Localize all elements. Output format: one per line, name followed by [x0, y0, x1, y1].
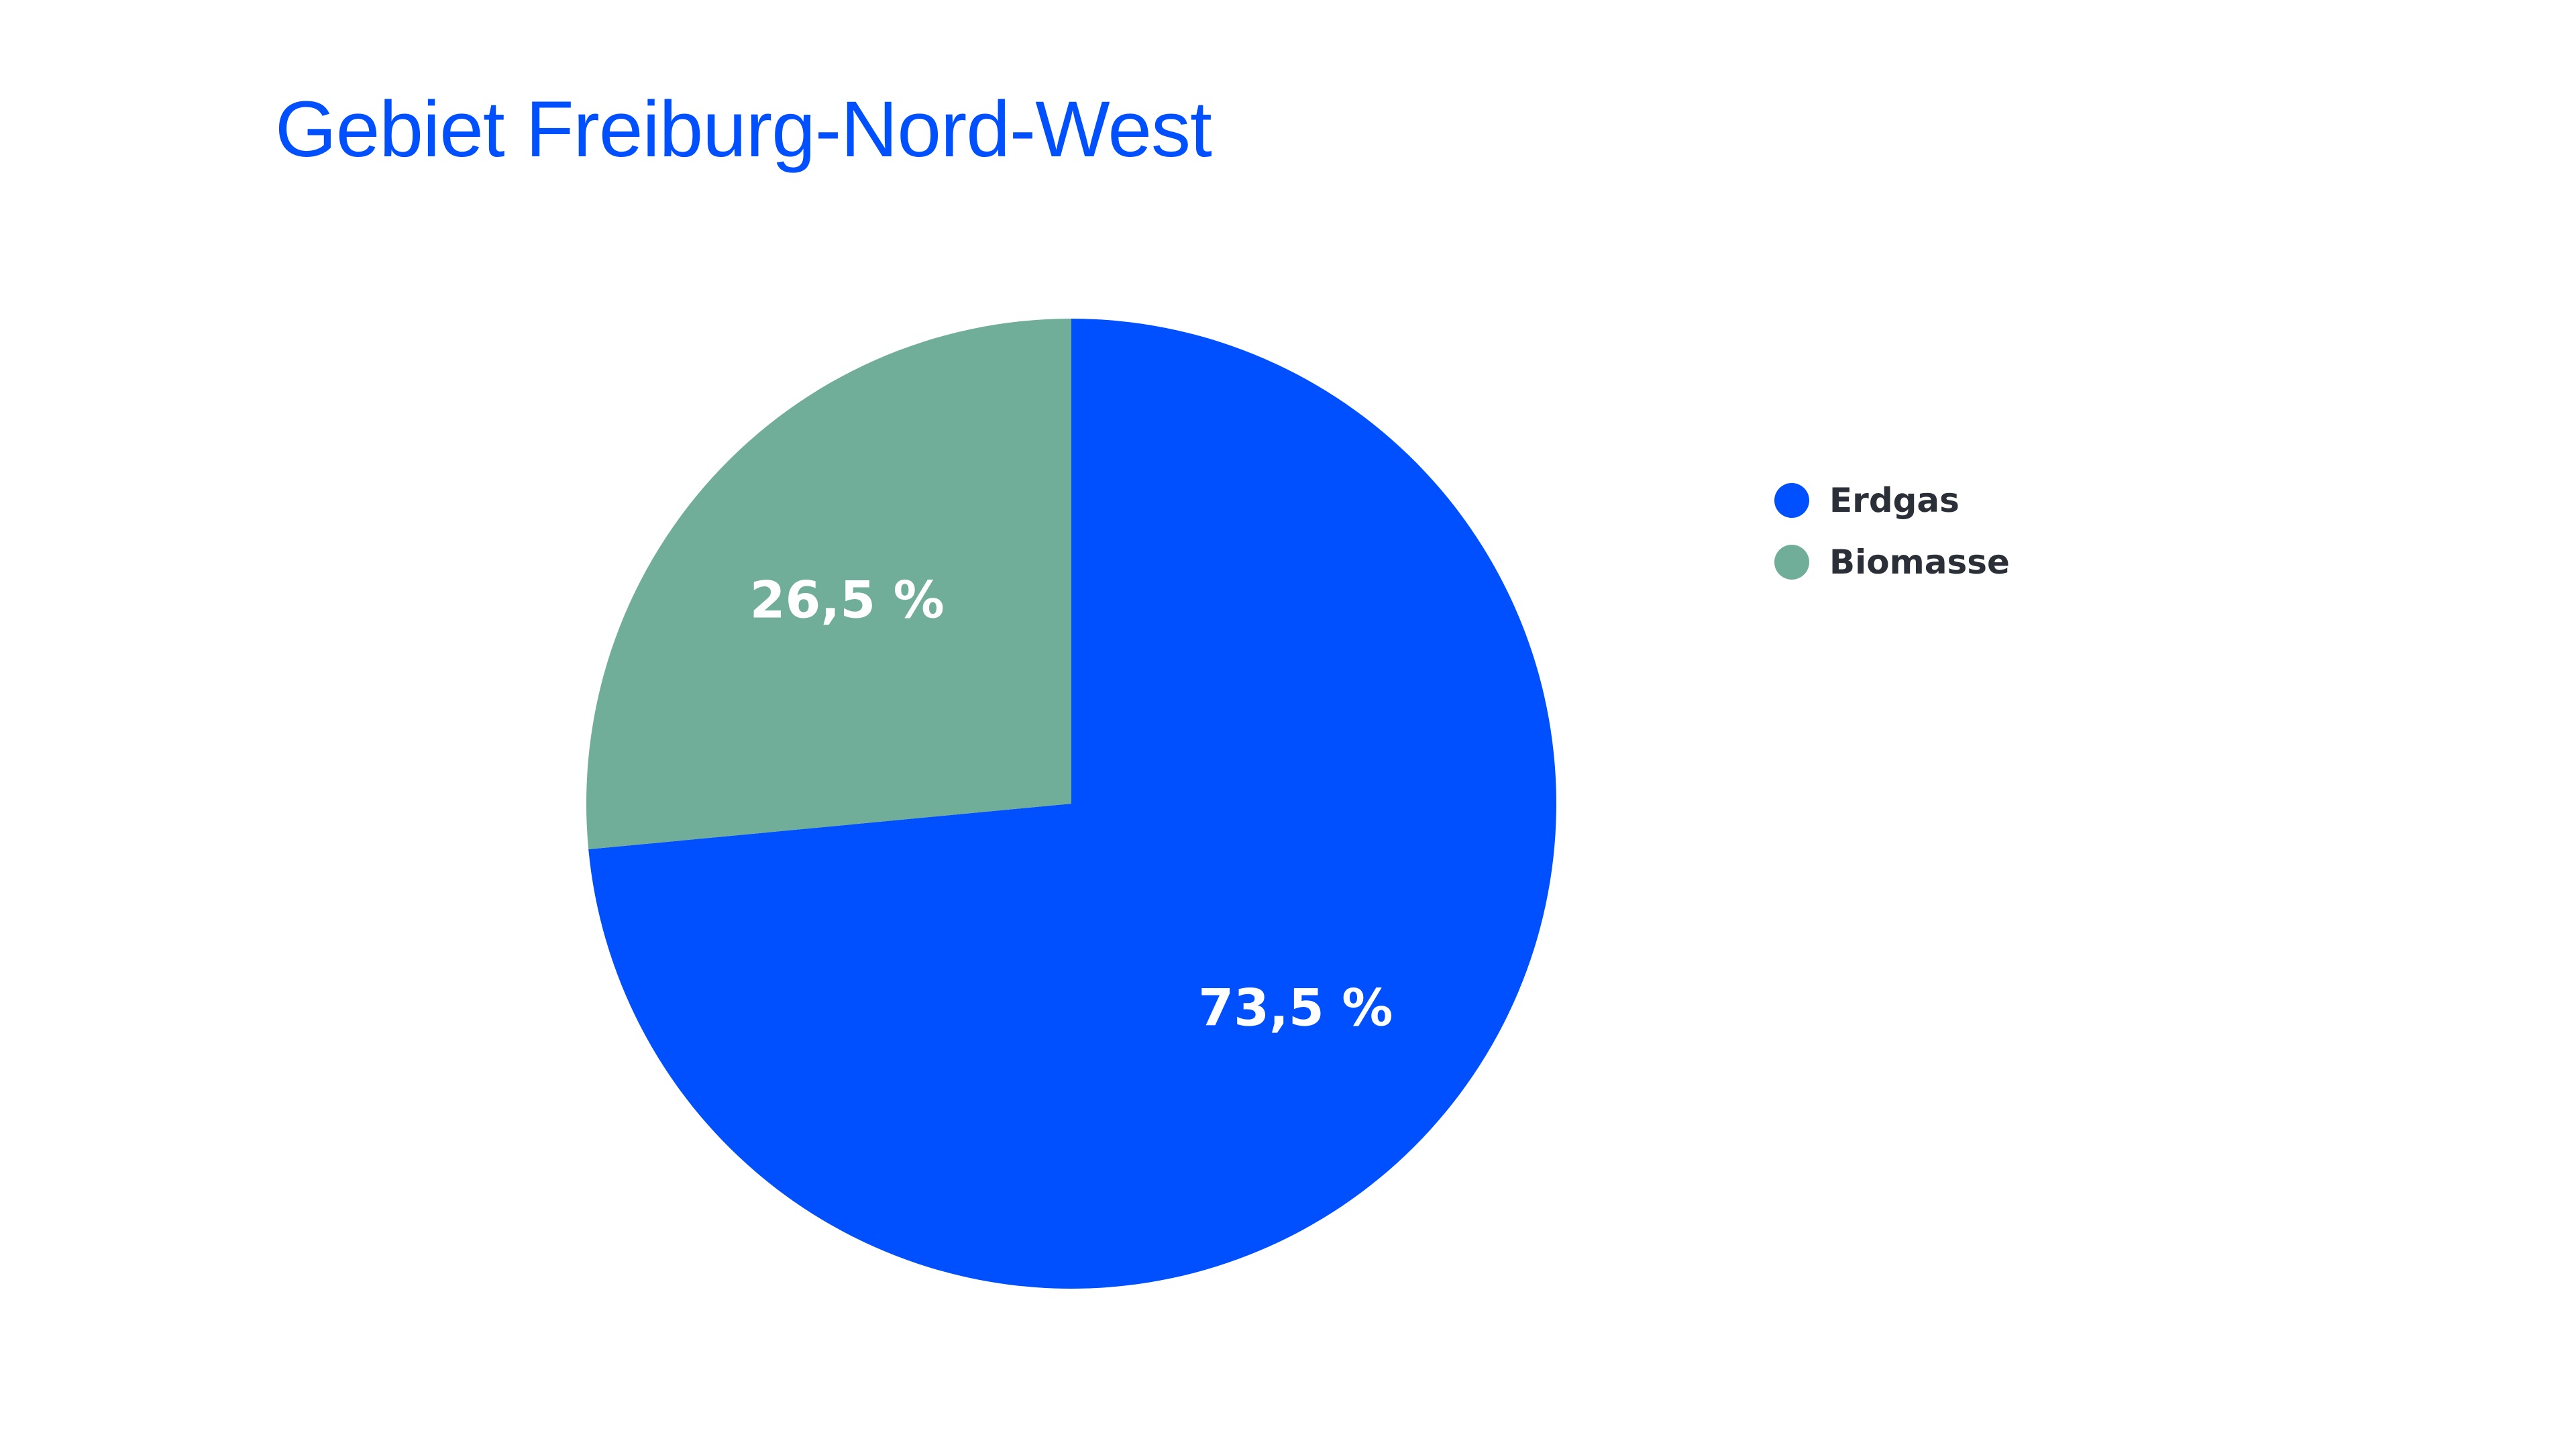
pie-slice-biomasse	[586, 319, 1071, 850]
legend-item-biomasse: Biomasse	[1774, 531, 2010, 593]
data-label-biomasse: 26,5 %	[750, 570, 945, 629]
legend-label-erdgas: Erdgas	[1829, 481, 1960, 520]
legend-swatch-biomasse	[1774, 545, 1809, 580]
legend: Erdgas Biomasse	[1774, 470, 2010, 593]
legend-item-erdgas: Erdgas	[1774, 470, 2010, 531]
legend-label-biomasse: Biomasse	[1829, 543, 2010, 582]
legend-swatch-erdgas	[1774, 483, 1809, 518]
chart-title: Gebiet Freiburg-Nord-West	[275, 85, 1212, 174]
data-label-erdgas: 73,5 %	[1198, 978, 1393, 1038]
pie-slice-erdgas	[588, 319, 1556, 1289]
